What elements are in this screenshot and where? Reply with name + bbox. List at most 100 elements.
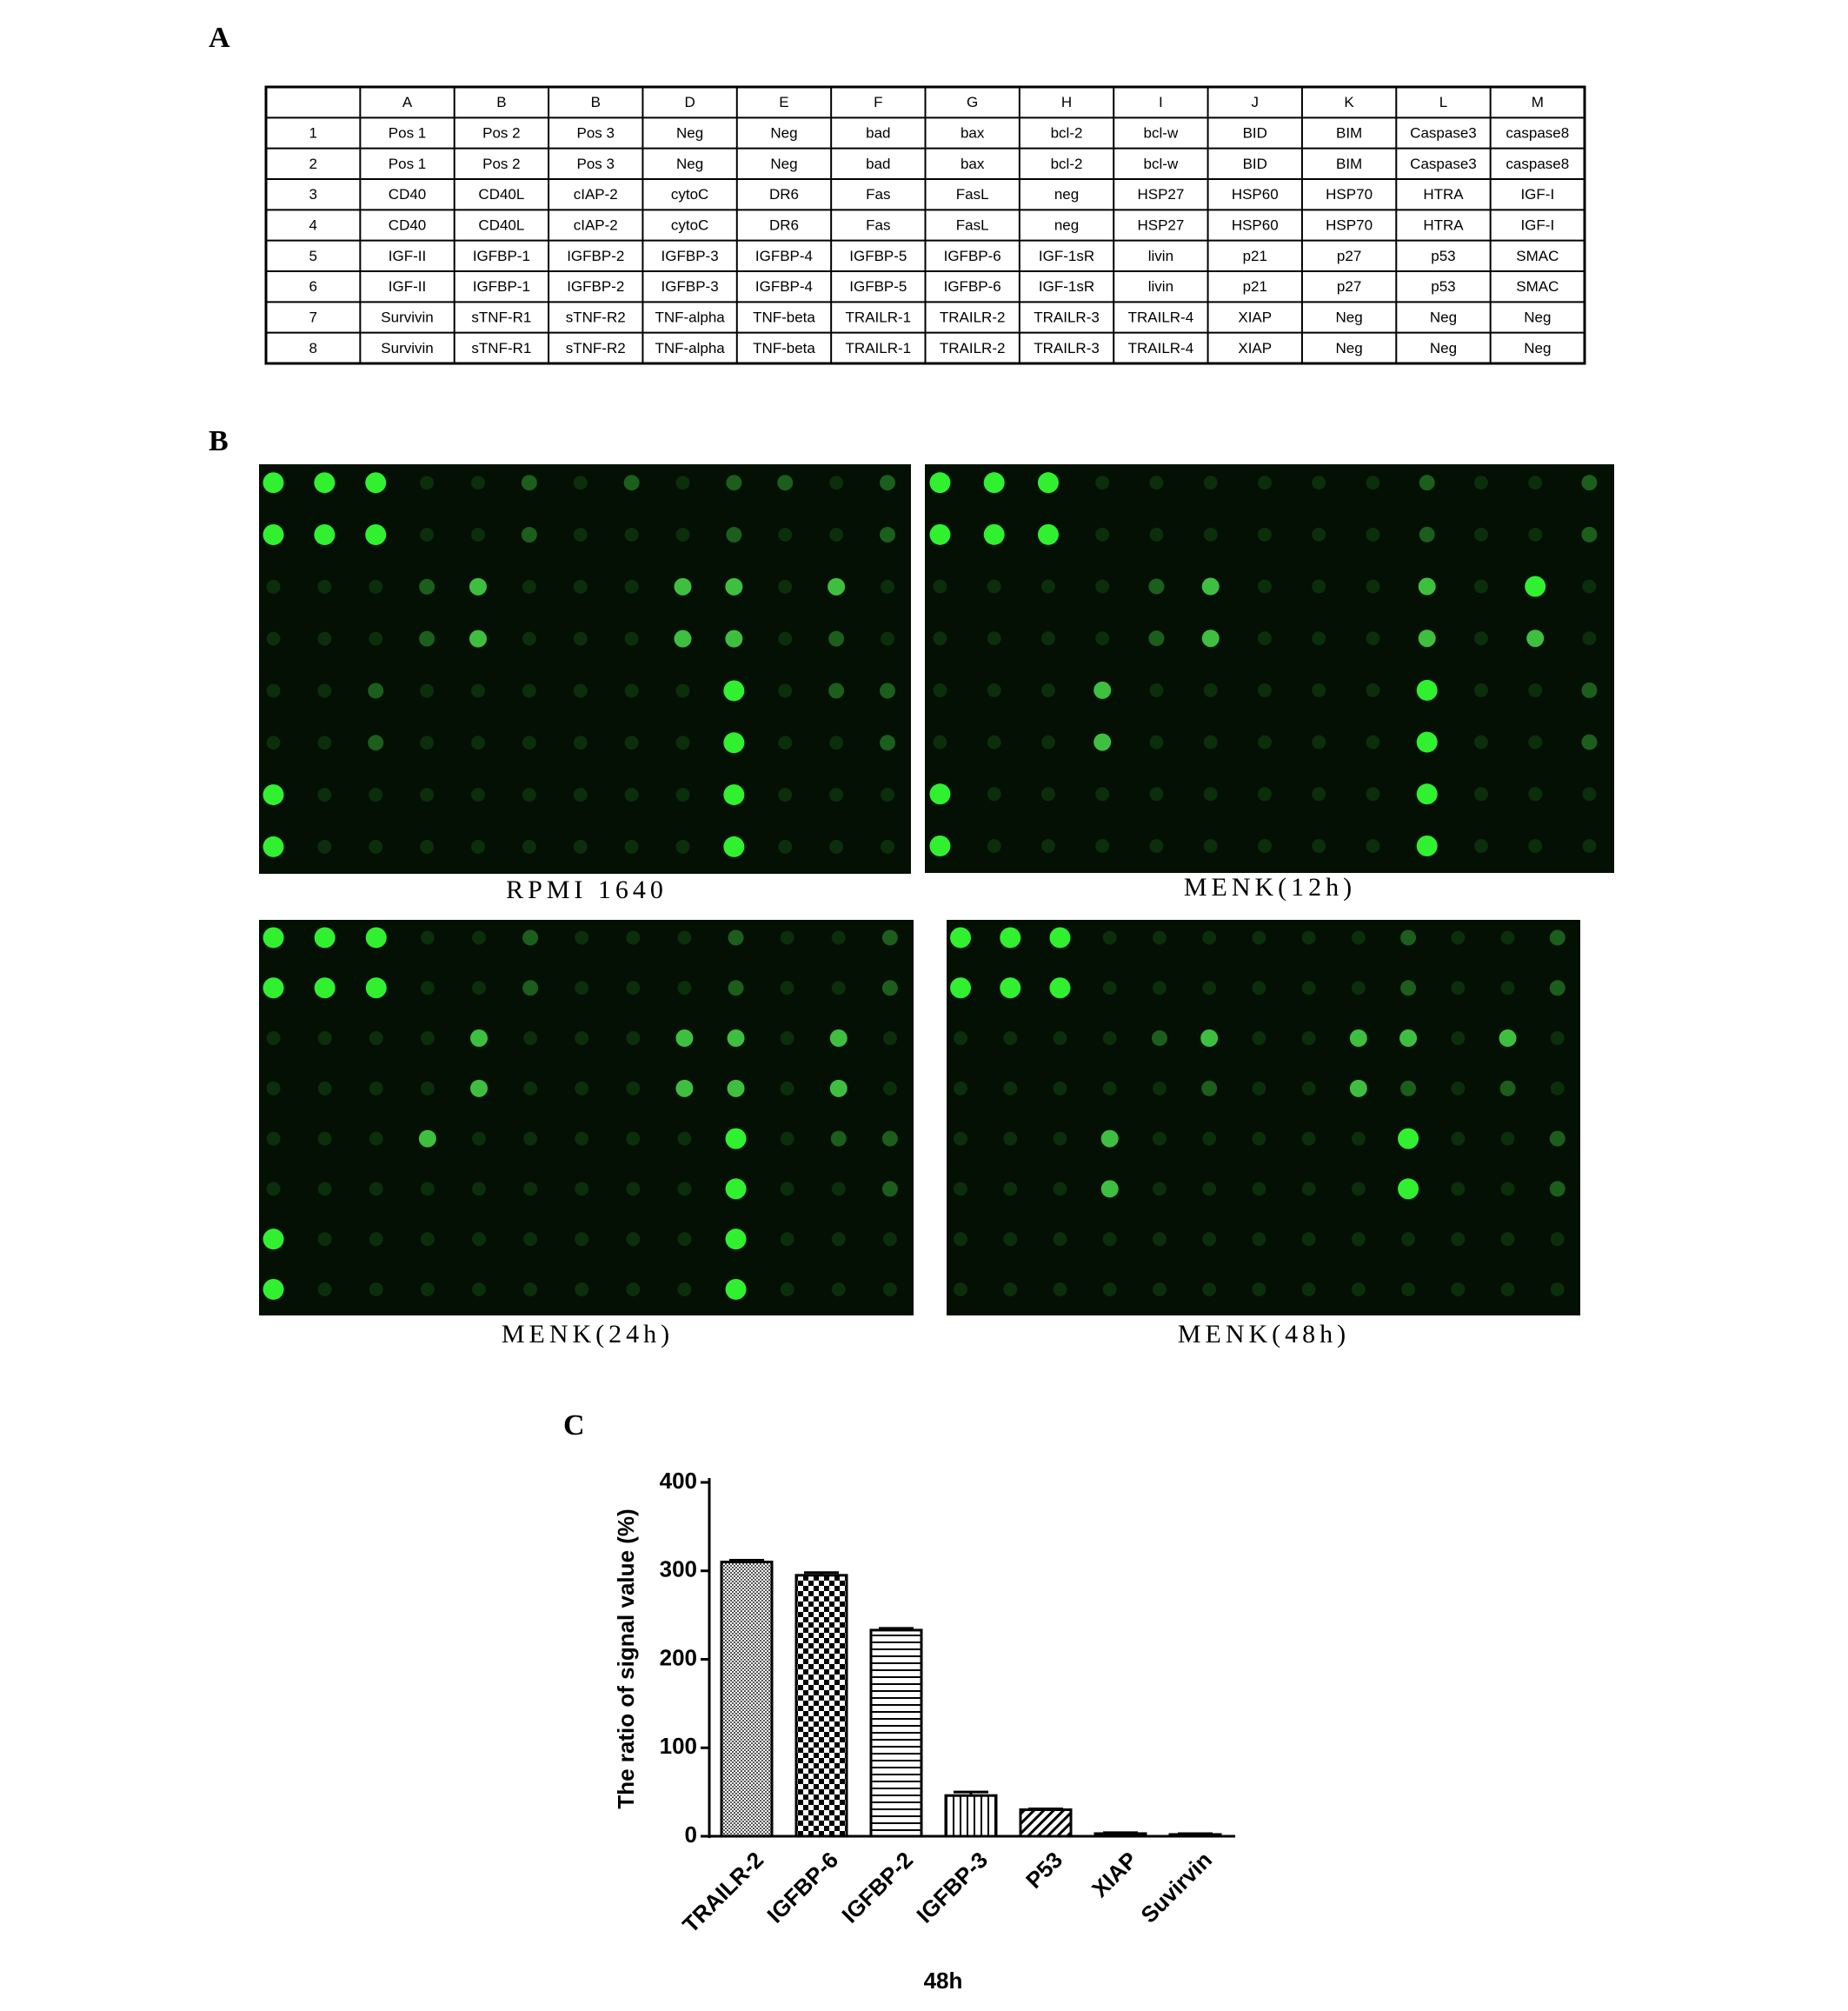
table-cell: bcl-2 [1051,156,1083,172]
array-spot [1366,787,1380,802]
array-spot [420,839,435,854]
array-spot [1499,1029,1517,1048]
array-spot [831,1232,846,1247]
table-cell: TRAILR-1 [846,309,912,325]
array-spot [1528,476,1543,490]
array-spot [954,1182,968,1196]
table-cell: neg [1054,216,1079,233]
array-spot [624,788,639,802]
array-spot [1053,1131,1067,1146]
array-spot [987,579,1001,594]
array-spot [1151,1030,1167,1047]
array-spot [1582,631,1597,646]
array-spot [1003,1131,1018,1146]
array-spot [472,930,487,945]
array-spot [472,981,487,996]
array-spot [626,1131,641,1146]
table-cell: BIM [1336,156,1362,172]
array-spot [626,1232,641,1247]
array-spot [1149,476,1164,490]
table-cell: bad [866,124,890,141]
array-spot [1257,683,1272,697]
array-spot [1401,1232,1416,1247]
array-spot [369,1131,383,1146]
array-spot [778,528,793,543]
array-spot [263,836,284,857]
table-cell: BID [1243,124,1267,141]
array-spot [829,839,844,854]
array-spot [1152,981,1167,996]
array-spot [1040,735,1055,749]
array-spot [626,1182,641,1196]
table-cell: Survivin [381,309,433,325]
table-cell: IGFBP-6 [944,278,1001,295]
array-spot [1525,576,1546,597]
table-cell: IGF-I [1520,216,1554,233]
array-spot [317,1282,332,1296]
table-cell: TNF-alpha [655,340,725,356]
array-spot [1257,787,1272,802]
array-spot [777,475,794,491]
array-spot [983,523,1005,545]
array-spot [522,839,536,854]
array-spot [575,930,589,945]
array-spot [266,1031,281,1046]
array-spot [1203,476,1218,490]
array-spot [1351,1131,1366,1146]
array-spot [573,579,588,594]
array-spot [929,783,951,805]
array-spot [365,524,387,546]
column-header: D [684,94,695,110]
array-spot [1451,1081,1466,1095]
array-spot [1312,735,1326,749]
array-spot [420,1081,435,1095]
array-spot [726,475,742,491]
array-spot [929,523,951,545]
array-spot [1419,475,1435,491]
row-header: 4 [309,216,316,233]
array-spot [624,683,639,698]
array-spot [1095,631,1110,646]
array-spot [266,683,281,698]
array-spot [778,579,793,594]
table-cell: FasL [956,186,989,203]
array-spot [1451,1282,1466,1296]
array-spot [880,527,895,543]
table-cell: p27 [1337,278,1361,295]
array-spot [1398,1128,1419,1149]
array-spot [1049,927,1071,949]
array-spot [778,788,793,802]
table-cell: IGF-I [1520,186,1554,203]
array-spot [677,1232,692,1247]
x-tick-label: Suvirvin [1135,1847,1217,1928]
array-spot [829,788,844,802]
array-spot [365,927,387,949]
array-spot [317,631,332,646]
array-spot [1040,683,1055,697]
y-tick-label: 400 [660,1468,697,1494]
array-spot [1500,1232,1515,1247]
array-spot [1500,1131,1515,1146]
array-spot [1202,981,1217,996]
array-spot [882,1081,897,1095]
array-spot [624,839,639,854]
table-cell: HSP60 [1232,186,1279,203]
array-spot [1152,1131,1167,1146]
array-spot [780,1081,794,1095]
table-cell: Pos 3 [577,156,615,172]
array-spot [1500,1182,1515,1196]
array-spot [677,1131,692,1146]
array-spot [1053,1182,1067,1196]
x-axis-label: 48h [924,1968,963,1994]
array-spot [1257,527,1272,542]
array-spot [780,1131,794,1146]
array-spot [1366,735,1380,749]
array-spot [314,472,336,494]
array-spot [263,784,284,806]
array-spot [1581,475,1598,491]
table-cell: TRAILR-2 [940,309,1006,325]
array-spot [675,1079,694,1097]
array-spot [1550,1081,1565,1095]
table-cell: HSP70 [1326,186,1373,203]
array-spot [263,977,284,999]
